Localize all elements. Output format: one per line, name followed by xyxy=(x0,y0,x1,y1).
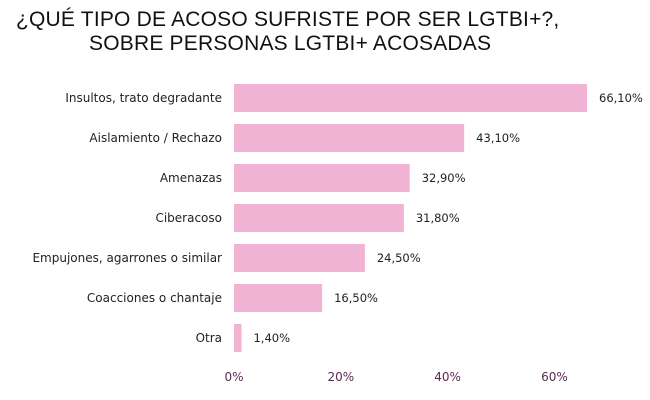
value-label: 16,50% xyxy=(334,291,378,305)
category-label: Amenazas xyxy=(160,171,222,185)
chart-subtitle: SOBRE PERSONAS LGTBI+ ACOSADAS xyxy=(89,32,492,55)
x-tick-label: 20% xyxy=(327,370,354,384)
x-tick-label: 60% xyxy=(541,370,568,384)
category-label: Coacciones o chantaje xyxy=(87,291,222,305)
category-label: Insultos, trato degradante xyxy=(65,91,222,105)
category-label: Empujones, agarrones o similar xyxy=(32,251,222,265)
category-label: Otra xyxy=(196,331,222,345)
value-label: 32,90% xyxy=(422,171,466,185)
bar xyxy=(234,284,323,312)
chart-title-block: ¿QUÉ TIPO DE ACOSO SUFRISTE POR SER LGTB… xyxy=(16,8,636,56)
bar xyxy=(234,244,365,272)
chart-title: ¿QUÉ TIPO DE ACOSO SUFRISTE POR SER LGTB… xyxy=(16,8,560,31)
bar xyxy=(234,84,587,112)
value-label: 66,10% xyxy=(599,91,643,105)
bar xyxy=(234,164,410,192)
bar xyxy=(234,324,242,352)
category-label: Aislamiento / Rechazo xyxy=(89,131,222,145)
value-label: 1,40% xyxy=(253,331,290,345)
category-label: Ciberacoso xyxy=(155,211,222,225)
bar xyxy=(234,204,404,232)
bar xyxy=(234,124,465,152)
value-label: 43,10% xyxy=(476,131,520,145)
x-tick-label: 40% xyxy=(434,370,461,384)
value-label: 31,80% xyxy=(416,211,460,225)
x-tick-label: 0% xyxy=(224,370,243,384)
value-label: 24,50% xyxy=(377,251,421,265)
